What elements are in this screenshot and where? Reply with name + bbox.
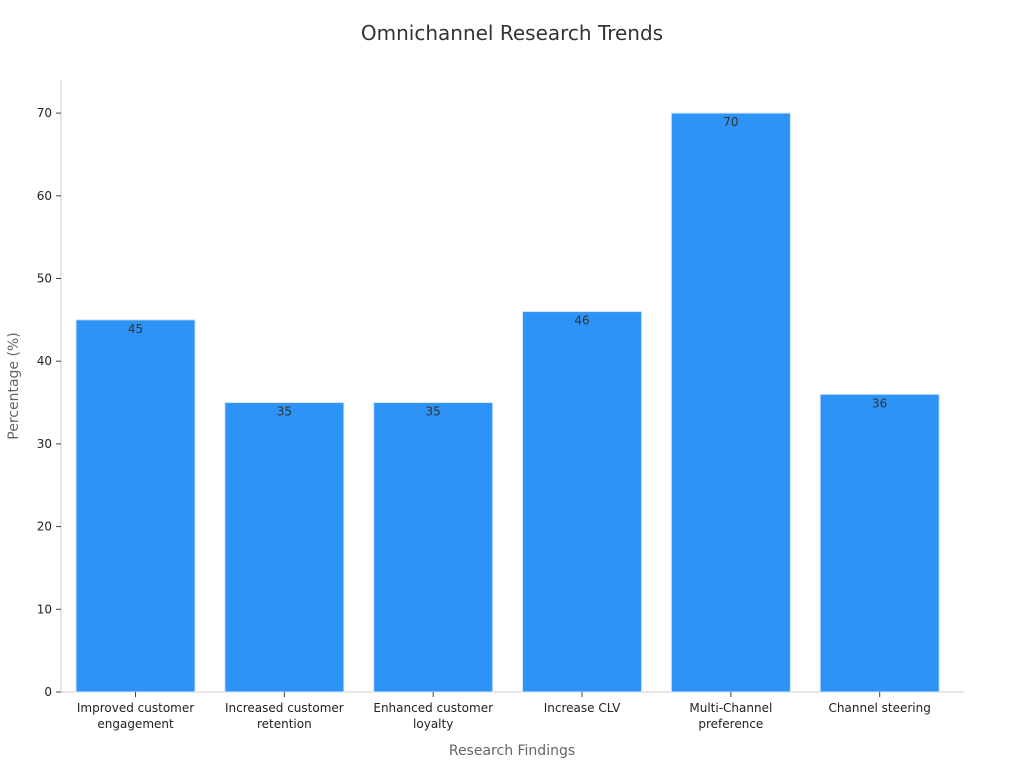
x-tick-label-line: loyalty — [413, 717, 453, 731]
x-tick-label-line: Improved customer — [77, 701, 194, 715]
chart-title: Omnichannel Research Trends — [361, 21, 663, 45]
bar-value-label: 46 — [574, 314, 589, 328]
y-tick-label: 30 — [37, 437, 52, 451]
bar-value-label: 35 — [426, 405, 441, 419]
x-tick-label-line: Increase CLV — [544, 701, 621, 715]
x-tick-label: Enhanced customer loyalty — [373, 701, 493, 731]
x-tick-label-line: retention — [257, 717, 312, 731]
x-tick-label: Improved customer engagement — [77, 701, 194, 731]
y-tick-label: 0 — [44, 685, 52, 699]
bar — [224, 402, 345, 693]
x-tick-label-line: Enhanced customer — [373, 701, 493, 715]
x-tick-label: Increased customer retention — [225, 701, 344, 731]
y-tick-label: 10 — [37, 602, 52, 616]
x-tick-label-line: Channel steering — [829, 701, 931, 715]
y-tick-label: 40 — [37, 354, 52, 368]
y-axis-label: Percentage (%) — [6, 332, 22, 439]
y-tick-label: 60 — [37, 189, 52, 203]
plot-area: 0 10 20 30 40 50 60 70 45 Improved customer engage… — [37, 80, 964, 731]
bar — [819, 393, 940, 693]
bar-value-label: 70 — [723, 115, 738, 129]
bar-value-label: 45 — [128, 322, 143, 336]
x-tick-label-line: preference — [698, 717, 763, 731]
y-tick-label: 50 — [37, 271, 52, 285]
bar-value-label: 35 — [277, 405, 292, 419]
x-tick-label-line: Multi-Channel — [689, 701, 772, 715]
x-tick-label: Channel steering — [829, 701, 931, 715]
x-tick-label-line: engagement — [97, 717, 174, 731]
x-axis-label: Research Findings — [449, 743, 575, 759]
y-tick-label: 70 — [37, 106, 52, 120]
x-tick-label: Multi-Channel preference — [689, 701, 772, 731]
x-tick-label-line: Increased customer — [225, 701, 344, 715]
bar — [522, 311, 643, 693]
y-tick-label: 20 — [37, 520, 52, 534]
x-tick-label: Increase CLV — [544, 701, 621, 715]
bar-value-label: 36 — [872, 396, 887, 410]
bar — [75, 319, 196, 693]
bar — [670, 112, 791, 693]
bar — [373, 402, 494, 693]
